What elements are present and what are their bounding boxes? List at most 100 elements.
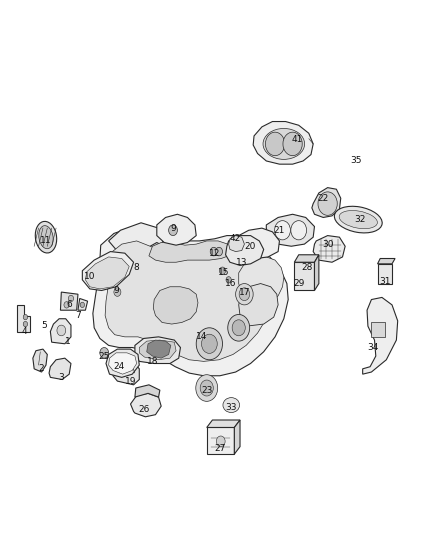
Polygon shape: [105, 241, 271, 361]
Polygon shape: [82, 252, 134, 290]
Polygon shape: [78, 298, 88, 310]
Ellipse shape: [39, 225, 53, 249]
Text: 19: 19: [125, 377, 136, 385]
Text: 9: 9: [113, 286, 119, 295]
Text: 23: 23: [201, 386, 212, 394]
Polygon shape: [147, 340, 171, 358]
Polygon shape: [135, 385, 160, 397]
Circle shape: [275, 221, 290, 240]
Text: 27: 27: [214, 445, 226, 453]
Polygon shape: [85, 257, 129, 289]
Circle shape: [201, 334, 217, 353]
Circle shape: [228, 314, 250, 341]
Circle shape: [64, 302, 69, 308]
Polygon shape: [106, 349, 139, 377]
Circle shape: [216, 436, 225, 447]
Polygon shape: [378, 264, 392, 284]
Polygon shape: [17, 305, 30, 332]
Polygon shape: [131, 393, 161, 417]
Text: 3: 3: [58, 373, 64, 382]
Polygon shape: [50, 319, 71, 344]
FancyBboxPatch shape: [371, 322, 385, 337]
Polygon shape: [33, 349, 47, 372]
Text: 9: 9: [170, 224, 176, 232]
Text: 20: 20: [245, 242, 256, 251]
Text: 25: 25: [99, 352, 110, 360]
Text: 29: 29: [293, 279, 304, 288]
Text: 1: 1: [65, 337, 71, 345]
Polygon shape: [294, 255, 319, 262]
Polygon shape: [153, 287, 198, 324]
Ellipse shape: [223, 398, 240, 413]
Text: 31: 31: [379, 277, 390, 286]
Text: 22: 22: [318, 194, 329, 203]
Text: 17: 17: [239, 288, 250, 296]
Text: 21: 21: [274, 226, 285, 235]
Circle shape: [291, 221, 307, 240]
Text: 16: 16: [225, 279, 237, 288]
Ellipse shape: [263, 128, 305, 159]
Polygon shape: [113, 361, 139, 385]
Text: 30: 30: [322, 240, 333, 248]
Text: 8: 8: [133, 263, 139, 272]
Circle shape: [23, 314, 28, 320]
Polygon shape: [294, 262, 314, 290]
Polygon shape: [135, 337, 180, 364]
Ellipse shape: [334, 206, 382, 233]
Text: 26: 26: [138, 405, 149, 414]
Circle shape: [215, 247, 223, 256]
Circle shape: [226, 277, 231, 283]
Text: 32: 32: [354, 215, 366, 224]
Circle shape: [80, 302, 85, 308]
Text: 5: 5: [41, 321, 47, 329]
Text: 35: 35: [350, 157, 361, 165]
Text: 34: 34: [367, 343, 379, 352]
Polygon shape: [226, 236, 264, 265]
Text: 10: 10: [84, 272, 95, 280]
Circle shape: [57, 325, 66, 336]
Text: 7: 7: [75, 311, 81, 320]
Circle shape: [283, 132, 302, 156]
Polygon shape: [93, 228, 288, 376]
Circle shape: [23, 321, 28, 327]
Polygon shape: [109, 353, 137, 374]
Text: 24: 24: [113, 362, 125, 371]
Polygon shape: [253, 122, 313, 164]
Text: 12: 12: [209, 249, 220, 257]
Circle shape: [236, 284, 253, 305]
Ellipse shape: [35, 221, 57, 253]
Circle shape: [169, 225, 177, 236]
Polygon shape: [139, 340, 176, 360]
Circle shape: [318, 192, 337, 215]
Polygon shape: [109, 223, 164, 257]
Circle shape: [265, 132, 285, 156]
Circle shape: [232, 320, 245, 336]
Text: 4: 4: [21, 327, 27, 336]
Polygon shape: [378, 259, 395, 264]
Polygon shape: [207, 427, 234, 454]
Text: 11: 11: [40, 237, 52, 245]
Text: 6: 6: [66, 301, 72, 309]
Circle shape: [68, 295, 74, 302]
Polygon shape: [313, 236, 345, 262]
Circle shape: [196, 375, 218, 401]
Polygon shape: [234, 420, 240, 454]
Polygon shape: [102, 243, 170, 296]
Text: 2: 2: [39, 365, 44, 373]
Polygon shape: [49, 358, 71, 379]
Circle shape: [196, 328, 223, 360]
Circle shape: [114, 288, 121, 296]
Polygon shape: [149, 241, 236, 262]
Circle shape: [200, 380, 213, 396]
Ellipse shape: [339, 211, 378, 229]
Text: 33: 33: [226, 403, 237, 412]
Polygon shape: [239, 284, 278, 326]
Polygon shape: [239, 257, 284, 312]
Polygon shape: [314, 255, 319, 290]
Text: 28: 28: [301, 263, 312, 272]
Circle shape: [100, 348, 109, 358]
Text: 41: 41: [291, 135, 303, 144]
Text: 13: 13: [236, 258, 247, 266]
Polygon shape: [237, 228, 279, 259]
Polygon shape: [207, 420, 240, 427]
